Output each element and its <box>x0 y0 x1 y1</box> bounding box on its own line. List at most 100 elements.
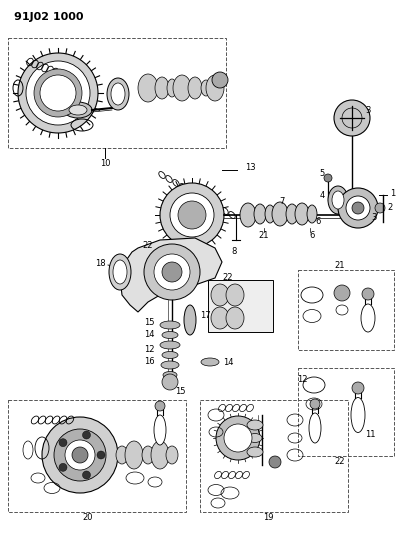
Ellipse shape <box>200 80 211 96</box>
Ellipse shape <box>138 74 158 102</box>
Ellipse shape <box>285 204 297 224</box>
Ellipse shape <box>239 203 255 227</box>
Text: 10: 10 <box>99 159 110 168</box>
Circle shape <box>40 75 76 111</box>
Circle shape <box>160 183 223 247</box>
Ellipse shape <box>253 204 265 224</box>
Circle shape <box>170 193 213 237</box>
Bar <box>207 280 272 332</box>
Circle shape <box>162 262 182 282</box>
Ellipse shape <box>327 186 347 214</box>
Ellipse shape <box>188 77 201 99</box>
Ellipse shape <box>69 105 87 115</box>
Text: 19: 19 <box>262 513 273 522</box>
Circle shape <box>72 447 88 463</box>
Circle shape <box>59 463 67 471</box>
Circle shape <box>215 416 259 460</box>
Circle shape <box>374 203 384 213</box>
Text: 16: 16 <box>144 358 155 367</box>
Ellipse shape <box>211 284 229 306</box>
Circle shape <box>361 288 373 300</box>
Text: 14: 14 <box>144 330 155 340</box>
Ellipse shape <box>247 433 261 442</box>
Circle shape <box>42 417 118 493</box>
Circle shape <box>154 254 190 290</box>
Ellipse shape <box>142 446 154 464</box>
Ellipse shape <box>109 254 131 290</box>
Text: 22: 22 <box>222 272 233 281</box>
Text: 12: 12 <box>144 345 155 354</box>
Circle shape <box>333 285 349 301</box>
Ellipse shape <box>113 260 127 284</box>
Ellipse shape <box>211 307 229 329</box>
Circle shape <box>18 53 98 133</box>
Circle shape <box>82 431 90 439</box>
Circle shape <box>351 382 363 394</box>
Ellipse shape <box>160 321 180 329</box>
Circle shape <box>65 440 95 470</box>
Text: 91J02 1000: 91J02 1000 <box>14 12 83 22</box>
Text: 15: 15 <box>174 387 185 397</box>
Text: 3: 3 <box>371 214 376 222</box>
Ellipse shape <box>116 446 128 464</box>
Circle shape <box>333 100 369 136</box>
Text: 18: 18 <box>95 259 105 268</box>
Circle shape <box>211 72 227 88</box>
Ellipse shape <box>360 304 374 332</box>
Text: 17: 17 <box>199 311 210 320</box>
Circle shape <box>54 429 106 481</box>
Bar <box>200 400 347 512</box>
Ellipse shape <box>155 77 168 99</box>
Circle shape <box>323 174 331 182</box>
Bar <box>8 400 186 512</box>
Circle shape <box>144 244 200 300</box>
Text: 21: 21 <box>334 261 344 270</box>
Circle shape <box>162 374 178 390</box>
Bar <box>297 368 393 456</box>
Ellipse shape <box>294 203 308 225</box>
Ellipse shape <box>172 75 190 101</box>
Text: 3: 3 <box>365 106 370 115</box>
Ellipse shape <box>205 75 223 101</box>
Ellipse shape <box>154 415 166 445</box>
Ellipse shape <box>162 372 176 378</box>
Ellipse shape <box>64 102 92 118</box>
Ellipse shape <box>246 447 262 457</box>
Ellipse shape <box>160 361 178 369</box>
Text: 5: 5 <box>318 169 324 179</box>
Ellipse shape <box>166 79 176 97</box>
Circle shape <box>309 399 319 409</box>
Ellipse shape <box>111 83 125 105</box>
Circle shape <box>351 202 363 214</box>
Bar <box>8 38 225 148</box>
Ellipse shape <box>246 420 262 430</box>
Circle shape <box>223 424 251 452</box>
Ellipse shape <box>350 398 364 432</box>
Text: 11: 11 <box>364 431 374 440</box>
Ellipse shape <box>225 307 243 329</box>
Text: 13: 13 <box>244 164 255 173</box>
Ellipse shape <box>125 441 143 469</box>
Circle shape <box>345 196 369 220</box>
Circle shape <box>34 69 82 117</box>
Text: 15: 15 <box>144 319 155 327</box>
Text: 6: 6 <box>314 217 320 227</box>
Text: 8: 8 <box>231 247 236 256</box>
Ellipse shape <box>200 358 219 366</box>
Text: 21: 21 <box>258 231 269 240</box>
Ellipse shape <box>160 341 180 349</box>
Circle shape <box>26 61 90 125</box>
Ellipse shape <box>162 351 178 359</box>
Ellipse shape <box>308 413 320 443</box>
Text: 22: 22 <box>142 240 153 249</box>
Ellipse shape <box>162 332 178 338</box>
Text: 20: 20 <box>83 513 93 522</box>
Ellipse shape <box>184 305 196 335</box>
Circle shape <box>82 471 90 479</box>
Text: 7: 7 <box>279 198 284 206</box>
Text: 2: 2 <box>387 204 392 213</box>
Circle shape <box>97 451 105 459</box>
Ellipse shape <box>107 78 129 110</box>
Text: 22: 22 <box>334 457 344 466</box>
Text: 14: 14 <box>222 359 233 367</box>
